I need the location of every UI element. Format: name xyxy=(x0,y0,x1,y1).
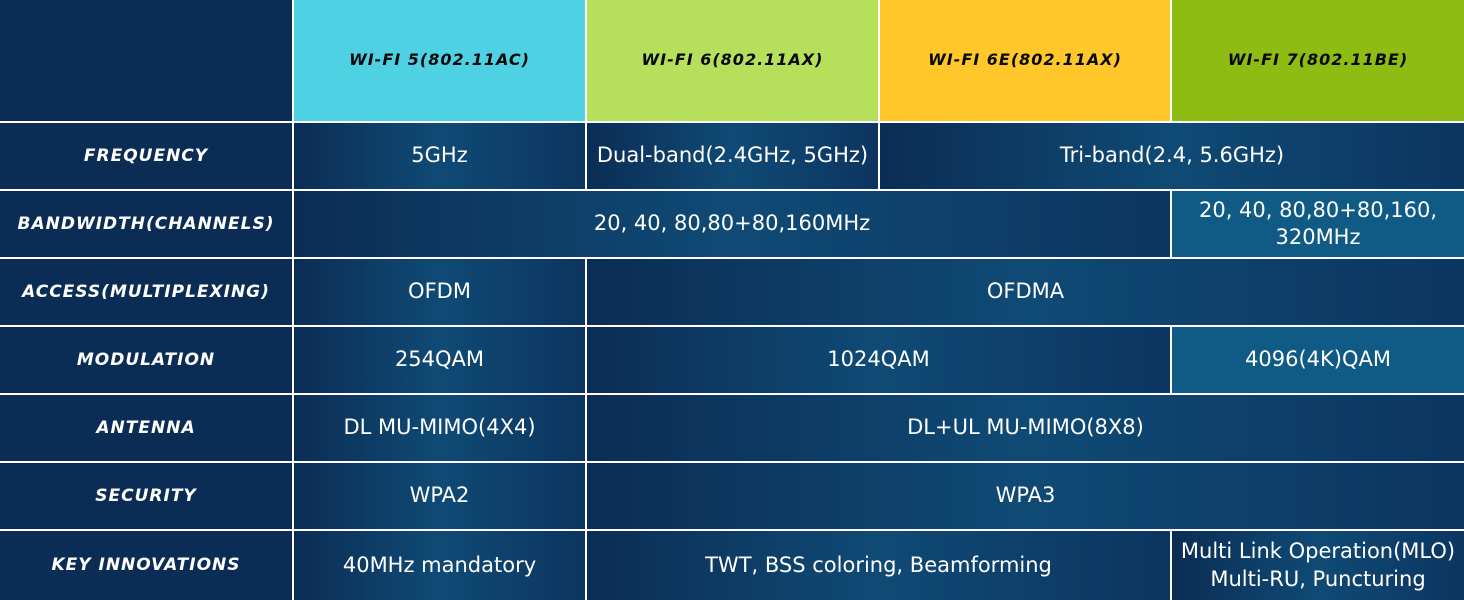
row-label: ANTENNA xyxy=(0,395,292,461)
cell: 1024QAM xyxy=(587,327,1170,393)
row-label: BANDWIDTH(CHANNELS) xyxy=(0,191,292,257)
row-label: ACCESS(MULTIPLEXING) xyxy=(0,259,292,325)
cell: WPA2 xyxy=(294,463,585,529)
column-header: WI-FI 6(802.11AX) xyxy=(587,0,878,121)
row-label: SECURITY xyxy=(0,463,292,529)
column-header: WI-FI 7(802.11BE) xyxy=(1172,0,1464,121)
corner-cell xyxy=(0,0,292,121)
cell: OFDMA xyxy=(587,259,1464,325)
cell: OFDM xyxy=(294,259,585,325)
column-header: WI-FI 5(802.11AC) xyxy=(294,0,585,121)
cell: Multi Link Operation(MLO) Multi-RU, Punc… xyxy=(1172,531,1464,600)
cell: 20, 40, 80,80+80,160, 320MHz xyxy=(1172,191,1464,257)
cell: Tri-band(2.4, 5.6GHz) xyxy=(880,123,1464,189)
cell: 5GHz xyxy=(294,123,585,189)
cell: 40MHz mandatory xyxy=(294,531,585,600)
cell: TWT, BSS coloring, Beamforming xyxy=(587,531,1170,600)
cell: WPA3 xyxy=(587,463,1464,529)
cell: 254QAM xyxy=(294,327,585,393)
row-label: FREQUENCY xyxy=(0,123,292,189)
cell: Dual-band(2.4GHz, 5GHz) xyxy=(587,123,878,189)
cell: DL+UL MU-MIMO(8X8) xyxy=(587,395,1464,461)
cell: 4096(4K)QAM xyxy=(1172,327,1464,393)
column-header: WI-FI 6E(802.11AX) xyxy=(880,0,1170,121)
cell: 20, 40, 80,80+80,160MHz xyxy=(294,191,1170,257)
cell: DL MU-MIMO(4X4) xyxy=(294,395,585,461)
row-label: KEY INNOVATIONS xyxy=(0,531,292,600)
row-label: MODULATION xyxy=(0,327,292,393)
